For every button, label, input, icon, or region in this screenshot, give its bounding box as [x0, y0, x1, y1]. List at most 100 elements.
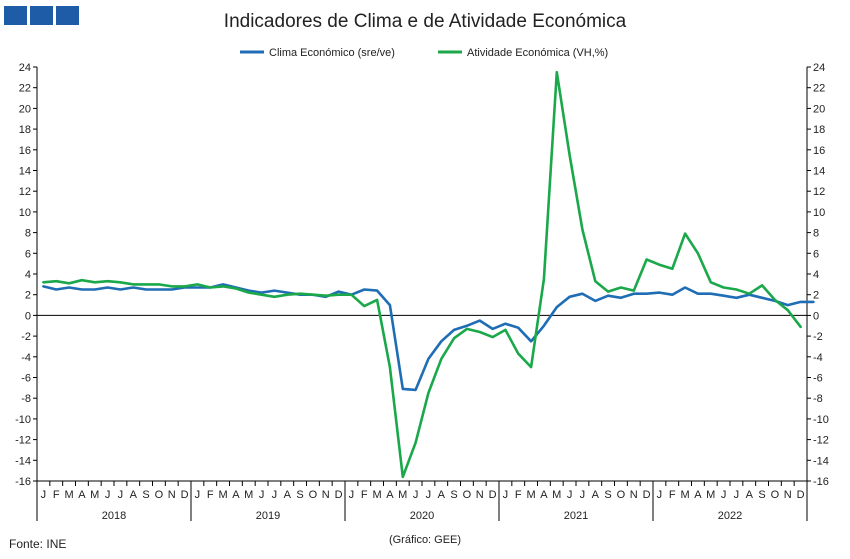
- y-tick-label-left: -2: [21, 331, 31, 343]
- y-tick-label-left: 16: [19, 145, 31, 157]
- y-tick-label-left: 0: [25, 310, 31, 322]
- month-tick-label: A: [284, 489, 292, 501]
- month-tick-label: J: [413, 489, 419, 501]
- month-tick-label: J: [426, 489, 432, 501]
- logo-square: [56, 6, 79, 25]
- month-tick-label: S: [604, 489, 611, 501]
- y-tick-label-right: -2: [813, 331, 823, 343]
- y-tick-label-left: -14: [15, 455, 31, 467]
- y-tick-label-left: 24: [19, 62, 31, 74]
- month-tick-label: A: [130, 489, 138, 501]
- y-tick-label-right: 12: [813, 186, 825, 198]
- month-tick-label: A: [78, 489, 86, 501]
- y-tick-label-right: -16: [813, 476, 829, 488]
- month-tick-label: J: [41, 489, 47, 501]
- month-tick-label: M: [552, 489, 561, 501]
- legend-atividade-label: Atividade Económica (VH,%): [467, 47, 608, 59]
- year-label: 2019: [256, 510, 280, 522]
- month-tick-label: O: [771, 489, 780, 501]
- month-tick-label: J: [259, 489, 265, 501]
- y-tick-label-left: 8: [25, 228, 31, 240]
- chart-title: Indicadores de Clima e de Atividade Econ…: [223, 11, 627, 32]
- month-tick-label: F: [669, 489, 676, 501]
- series-line-clima: [42, 283, 815, 392]
- y-tick-label-right: 6: [813, 248, 819, 260]
- month-tick-label: D: [797, 489, 805, 501]
- month-tick-label: N: [168, 489, 176, 501]
- month-tick-label: S: [450, 489, 457, 501]
- series-line-atividade: [42, 70, 802, 479]
- month-tick-label: A: [232, 489, 240, 501]
- month-tick-label: A: [540, 489, 548, 501]
- y-tick-label-left: 6: [25, 248, 31, 260]
- month-tick-label: J: [195, 489, 201, 501]
- y-tick-label-left: 18: [19, 124, 31, 136]
- logo-square: [4, 6, 27, 25]
- y-tick-label-right: -4: [813, 352, 823, 364]
- month-tick-label: M: [680, 489, 689, 501]
- y-tick-label-right: 16: [813, 145, 825, 157]
- month-tick-label: N: [322, 489, 330, 501]
- y-tick-label-right: -14: [813, 455, 829, 467]
- month-tick-label: O: [309, 489, 318, 501]
- y-tick-label-left: 2: [25, 290, 31, 302]
- month-tick-label: O: [463, 489, 472, 501]
- source-note: Fonte: INE: [9, 537, 67, 551]
- month-tick-label: S: [758, 489, 765, 501]
- y-tick-label-right: 22: [813, 83, 825, 95]
- y-tick-label-left: -10: [15, 414, 31, 426]
- y-tick-label-right: 10: [813, 207, 825, 219]
- y-tick-label-right: -10: [813, 414, 829, 426]
- month-tick-label: M: [372, 489, 381, 501]
- month-tick-label: S: [142, 489, 149, 501]
- month-tick-label: S: [296, 489, 303, 501]
- month-tick-label: F: [361, 489, 368, 501]
- month-tick-label: D: [335, 489, 343, 501]
- month-tick-label: A: [694, 489, 702, 501]
- month-tick-label: D: [181, 489, 189, 501]
- y-tick-label-right: 2: [813, 290, 819, 302]
- year-label: 2021: [564, 510, 588, 522]
- month-tick-label: J: [105, 489, 111, 501]
- month-tick-label: J: [580, 489, 586, 501]
- y-tick-label-left: 20: [19, 103, 31, 115]
- month-tick-label: F: [515, 489, 522, 501]
- month-tick-label: M: [90, 489, 99, 501]
- month-tick-label: J: [272, 489, 278, 501]
- y-tick-label-left: 22: [19, 83, 31, 95]
- y-tick-label-right: -12: [813, 435, 829, 447]
- month-tick-label: J: [657, 489, 663, 501]
- y-tick-label-right: 4: [813, 269, 819, 281]
- month-tick-label: J: [721, 489, 727, 501]
- month-tick-label: O: [155, 489, 164, 501]
- y-tick-label-right: 0: [813, 310, 819, 322]
- month-tick-label: N: [476, 489, 484, 501]
- month-tick-label: A: [438, 489, 446, 501]
- y-tick-label-left: 4: [25, 269, 31, 281]
- month-tick-label: F: [53, 489, 60, 501]
- month-tick-label: N: [630, 489, 638, 501]
- month-tick-label: A: [386, 489, 394, 501]
- y-tick-label-right: -6: [813, 373, 823, 385]
- month-tick-label: M: [526, 489, 535, 501]
- month-tick-label: M: [706, 489, 715, 501]
- y-tick-label-left: -6: [21, 373, 31, 385]
- y-tick-label-right: -8: [813, 393, 823, 405]
- y-tick-label-left: -16: [15, 476, 31, 488]
- ine-logo-icon: [4, 6, 79, 25]
- month-tick-label: M: [218, 489, 227, 501]
- y-tick-label-left: -12: [15, 435, 31, 447]
- month-tick-label: F: [207, 489, 214, 501]
- y-tick-label-right: 8: [813, 228, 819, 240]
- y-tick-label-left: 14: [19, 166, 31, 178]
- credit-note: (Gráfico: GEE): [388, 534, 462, 546]
- month-tick-label: J: [734, 489, 740, 501]
- year-label: 2022: [718, 510, 742, 522]
- y-tick-label-left: 12: [19, 186, 31, 198]
- month-tick-label: J: [503, 489, 509, 501]
- y-tick-label-right: 14: [813, 166, 825, 178]
- legend-clima-label: Clima Económico (sre/ve): [269, 47, 395, 59]
- month-tick-label: M: [398, 489, 407, 501]
- y-tick-label-right: 18: [813, 124, 825, 136]
